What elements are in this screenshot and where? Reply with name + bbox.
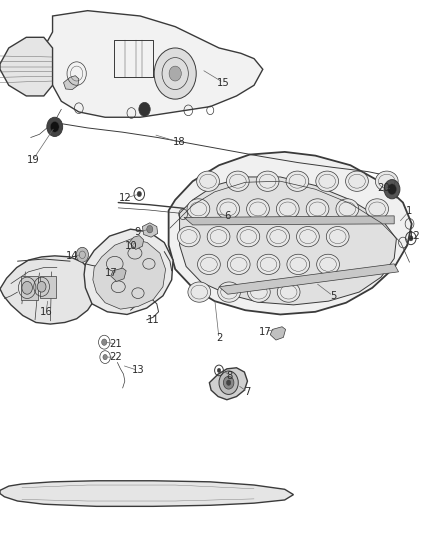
Polygon shape <box>111 268 126 281</box>
Ellipse shape <box>256 171 279 191</box>
FancyBboxPatch shape <box>40 276 56 298</box>
Polygon shape <box>0 37 53 96</box>
Ellipse shape <box>207 227 230 247</box>
Text: 2: 2 <box>216 334 222 343</box>
Ellipse shape <box>317 254 339 274</box>
Text: 7: 7 <box>244 387 251 397</box>
Text: 13: 13 <box>132 366 144 375</box>
Circle shape <box>154 48 196 99</box>
Text: 5: 5 <box>330 291 336 301</box>
Text: 8: 8 <box>227 371 233 381</box>
Polygon shape <box>44 11 263 117</box>
Ellipse shape <box>375 171 398 191</box>
Text: 21: 21 <box>110 339 123 349</box>
Polygon shape <box>93 239 166 309</box>
Circle shape <box>103 354 107 360</box>
Circle shape <box>50 122 59 132</box>
Circle shape <box>223 376 234 389</box>
Circle shape <box>137 191 141 197</box>
Text: 19: 19 <box>26 155 39 165</box>
Polygon shape <box>184 216 394 225</box>
Polygon shape <box>129 236 144 249</box>
Text: 11: 11 <box>147 315 160 325</box>
Circle shape <box>219 371 238 394</box>
Polygon shape <box>0 481 293 506</box>
Polygon shape <box>169 152 412 314</box>
Circle shape <box>37 281 46 292</box>
Ellipse shape <box>287 254 310 274</box>
Circle shape <box>226 380 231 385</box>
Text: 17: 17 <box>105 269 118 278</box>
Text: 22: 22 <box>110 352 123 362</box>
Text: 16: 16 <box>39 307 53 317</box>
Circle shape <box>139 102 150 116</box>
Circle shape <box>102 339 107 345</box>
Ellipse shape <box>336 199 359 219</box>
Ellipse shape <box>227 254 250 274</box>
Text: 12: 12 <box>407 231 420 240</box>
Text: 15: 15 <box>217 78 230 87</box>
Ellipse shape <box>297 227 319 247</box>
Circle shape <box>409 236 413 241</box>
Text: 20: 20 <box>377 183 389 192</box>
Polygon shape <box>270 327 286 340</box>
Ellipse shape <box>197 171 219 191</box>
Circle shape <box>384 180 400 199</box>
Polygon shape <box>64 76 79 90</box>
Text: 10: 10 <box>125 241 138 251</box>
Circle shape <box>388 184 396 195</box>
Ellipse shape <box>276 199 299 219</box>
Text: 18: 18 <box>173 138 186 147</box>
Ellipse shape <box>218 282 240 302</box>
Polygon shape <box>0 256 97 324</box>
Ellipse shape <box>217 199 240 219</box>
Polygon shape <box>180 177 396 305</box>
Ellipse shape <box>198 254 220 274</box>
Ellipse shape <box>326 227 349 247</box>
FancyBboxPatch shape <box>21 276 38 300</box>
Ellipse shape <box>306 199 329 219</box>
Polygon shape <box>209 368 247 400</box>
Polygon shape <box>84 229 173 314</box>
Ellipse shape <box>177 227 200 247</box>
Ellipse shape <box>346 171 368 191</box>
Ellipse shape <box>247 282 270 302</box>
Text: 14: 14 <box>66 251 78 261</box>
Ellipse shape <box>187 199 210 219</box>
Ellipse shape <box>277 282 300 302</box>
Ellipse shape <box>257 254 280 274</box>
Circle shape <box>147 225 153 233</box>
Ellipse shape <box>247 199 269 219</box>
Ellipse shape <box>188 282 211 302</box>
Circle shape <box>76 247 88 262</box>
Ellipse shape <box>366 199 389 219</box>
Circle shape <box>22 281 32 294</box>
Ellipse shape <box>237 227 260 247</box>
Text: 1: 1 <box>406 206 413 215</box>
Text: 12: 12 <box>118 193 131 203</box>
Text: 6: 6 <box>225 211 231 221</box>
Circle shape <box>217 368 221 373</box>
Polygon shape <box>142 223 158 237</box>
Ellipse shape <box>286 171 309 191</box>
Text: 17: 17 <box>258 327 272 336</box>
Ellipse shape <box>267 227 290 247</box>
Ellipse shape <box>316 171 339 191</box>
Polygon shape <box>219 264 399 294</box>
Circle shape <box>169 66 181 81</box>
Ellipse shape <box>226 171 249 191</box>
Text: 9: 9 <box>135 227 141 237</box>
Circle shape <box>47 117 63 136</box>
